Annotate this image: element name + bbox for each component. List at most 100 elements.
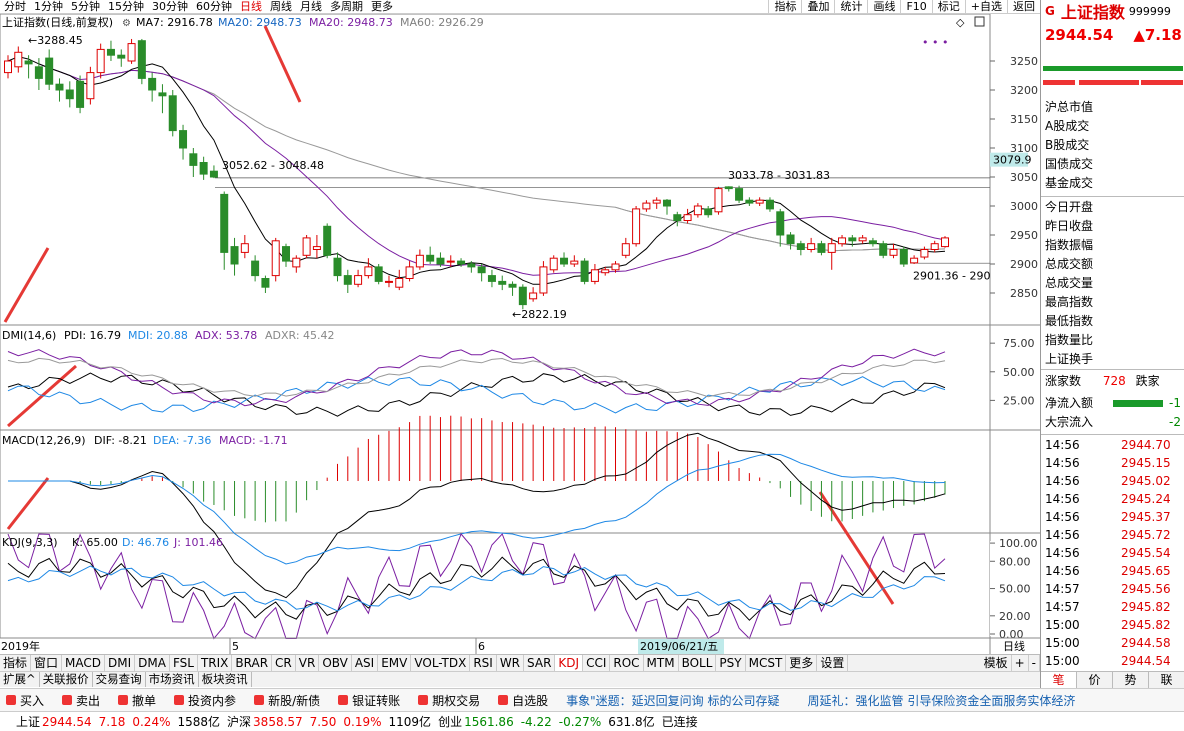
indicator-tab-7[interactable]: BRAR bbox=[232, 655, 273, 671]
indicator-tab-8[interactable]: CR bbox=[272, 655, 296, 671]
indicator-tab-23[interactable]: MCST bbox=[746, 655, 787, 671]
kline-chart[interactable]: 3250 3200 3150 3100 3050 3000 2950 2900 2850 3079… bbox=[0, 14, 1040, 654]
side-tab-1[interactable]: 价 bbox=[1077, 672, 1113, 688]
side-tab-0[interactable]: 笔 bbox=[1041, 672, 1077, 688]
toolbar-button-3[interactable]: 画线 bbox=[867, 0, 900, 13]
sub-tab-4[interactable]: 板块资讯 bbox=[199, 672, 252, 687]
candle-body bbox=[735, 188, 744, 201]
indicator-tab-17[interactable]: KDJ bbox=[555, 655, 584, 671]
quote-label-8: 总成交额 bbox=[1045, 257, 1094, 271]
news-ticker[interactable]: 事象"迷题：延迟回复问询 标的公司存疑 bbox=[566, 693, 780, 708]
candle-body bbox=[673, 214, 682, 221]
indicator-tab-13[interactable]: VOL-TDX bbox=[411, 655, 471, 671]
period-tab-10[interactable]: 更多 bbox=[371, 0, 393, 13]
candle-body bbox=[14, 51, 23, 68]
indicator-tab-1[interactable]: 窗口 bbox=[31, 655, 63, 671]
candle-body bbox=[364, 266, 373, 277]
ma-label-2: MA20: 2948.73 bbox=[309, 16, 393, 29]
indicator-tab-14[interactable]: RSI bbox=[470, 655, 497, 671]
indicator-tab-22[interactable]: PSY bbox=[716, 655, 746, 671]
last-price: 2944.54 bbox=[1045, 26, 1114, 44]
x-label-jun: 6 bbox=[478, 640, 485, 653]
sub-tab-1[interactable]: 关联报价 bbox=[40, 672, 93, 687]
indicator-tab-4[interactable]: DMA bbox=[135, 655, 170, 671]
sh-label: 上证 bbox=[16, 715, 41, 729]
dmi-label-4: ADXR: 45.42 bbox=[265, 329, 335, 342]
trade-button-3[interactable]: 投资内参 bbox=[168, 692, 236, 709]
sub-tab-3[interactable]: 市场资讯 bbox=[146, 672, 199, 687]
trade-button-4[interactable]: 新股/新债 bbox=[248, 692, 320, 709]
quote-label-12: 指数量比 bbox=[1045, 333, 1094, 347]
candle-body bbox=[426, 254, 435, 262]
indicator-tab-11[interactable]: ASI bbox=[352, 655, 379, 671]
trade-button-2[interactable]: 撤单 bbox=[112, 692, 156, 709]
cy-volume: 631.8亿 bbox=[608, 715, 655, 729]
side-tab-3[interactable]: 联 bbox=[1149, 672, 1184, 688]
period-tab-1[interactable]: 1分钟 bbox=[34, 0, 63, 13]
diamond-icon[interactable]: ◇ bbox=[956, 16, 965, 29]
indicator-tab-12[interactable]: EMV bbox=[378, 655, 412, 671]
indicator-tab-3[interactable]: DMI bbox=[105, 655, 136, 671]
macd-dea-line bbox=[8, 453, 946, 565]
indicator-tab-19[interactable]: ROC bbox=[610, 655, 644, 671]
toolbar-button-5[interactable]: 标记 bbox=[931, 0, 965, 13]
template-tab-2[interactable]: - bbox=[1029, 655, 1040, 671]
trade-button-5[interactable]: 银证转账 bbox=[332, 692, 400, 709]
trade-button-7[interactable]: 自选股 bbox=[492, 692, 548, 709]
quote-label-5: 今日开盘 bbox=[1045, 200, 1094, 214]
template-tab-1[interactable]: + bbox=[1012, 655, 1029, 671]
trade-button-6[interactable]: 期权交易 bbox=[412, 692, 480, 709]
indicator-tab-5[interactable]: FSL bbox=[170, 655, 198, 671]
side-tab-2[interactable]: 势 bbox=[1113, 672, 1149, 688]
indicator-tab-21[interactable]: BOLL bbox=[679, 655, 717, 671]
period-tab-7[interactable]: 周线 bbox=[270, 0, 292, 13]
indicator-tab-20[interactable]: MTM bbox=[644, 655, 679, 671]
period-tab-3[interactable]: 15分钟 bbox=[108, 0, 144, 13]
candle-body bbox=[323, 225, 332, 256]
candle-body bbox=[34, 66, 43, 79]
trade-button-0[interactable]: 买入 bbox=[0, 692, 44, 709]
period-tab-5[interactable]: 60分钟 bbox=[196, 0, 232, 13]
tick-row: 14:57 2945.56 bbox=[1045, 580, 1184, 598]
indicator-tab-6[interactable]: TRIX bbox=[198, 655, 233, 671]
hs-pct: 0.19% bbox=[343, 714, 382, 729]
toolbar-button-0[interactable]: 指标 bbox=[768, 0, 801, 13]
tick-price: 2945.65 bbox=[1121, 564, 1171, 578]
indicator-tab-25[interactable]: 设置 bbox=[817, 655, 849, 671]
trade-label: 卖出 bbox=[76, 693, 101, 708]
settings-icon[interactable]: ⚙ bbox=[122, 18, 131, 29]
restore-icon[interactable] bbox=[974, 16, 985, 27]
trade-button-1[interactable]: 卖出 bbox=[56, 692, 100, 709]
candle-body bbox=[415, 254, 424, 268]
sh-price: 2944.54 bbox=[42, 714, 92, 729]
indicator-tab-2[interactable]: MACD bbox=[62, 655, 106, 671]
tick-price: 2945.02 bbox=[1121, 474, 1171, 488]
news-ticker-2[interactable]: 周延礼：强化监管 引导保险资金全面服务实体经济 bbox=[807, 693, 1076, 708]
indicator-tab-24[interactable]: 更多 bbox=[786, 655, 818, 671]
indicator-tab-0[interactable]: 指标 bbox=[0, 655, 32, 671]
indicator-tab-16[interactable]: SAR bbox=[524, 655, 556, 671]
toolbar-button-4[interactable]: F10 bbox=[900, 0, 931, 13]
price-axis-label: 2850 bbox=[1010, 287, 1038, 300]
indicator-tab-9[interactable]: VR bbox=[296, 655, 320, 671]
indicator-tab-15[interactable]: WR bbox=[497, 655, 525, 671]
sub-tab-0[interactable]: 扩展^ bbox=[0, 672, 40, 687]
period-tab-6[interactable]: 日线 bbox=[240, 0, 262, 13]
period-tab-0[interactable]: 分时 bbox=[4, 0, 26, 13]
toolbar-button-1[interactable]: 叠加 bbox=[801, 0, 834, 13]
sub-tab-2[interactable]: 交易查询 bbox=[93, 672, 146, 687]
period-tab-9[interactable]: 多周期 bbox=[330, 0, 363, 13]
toolbar-button-6[interactable]: +自选 bbox=[964, 0, 1007, 13]
template-tab-0[interactable]: 模板 bbox=[981, 655, 1012, 671]
period-tab-2[interactable]: 5分钟 bbox=[71, 0, 100, 13]
red-arrow bbox=[3, 247, 50, 323]
indicator-tab-18[interactable]: CCI bbox=[583, 655, 611, 671]
tick-row: 14:56 2944.70 bbox=[1045, 436, 1184, 454]
tick-time: 14:56 bbox=[1045, 510, 1080, 524]
period-tab-8[interactable]: 月线 bbox=[300, 0, 322, 13]
candle-body bbox=[518, 286, 527, 306]
toolbar-button-2[interactable]: 统计 bbox=[834, 0, 867, 13]
period-tab-4[interactable]: 30分钟 bbox=[152, 0, 188, 13]
indicator-tab-10[interactable]: OBV bbox=[319, 655, 352, 671]
toolbar-button-7[interactable]: 返回 bbox=[1007, 0, 1040, 13]
